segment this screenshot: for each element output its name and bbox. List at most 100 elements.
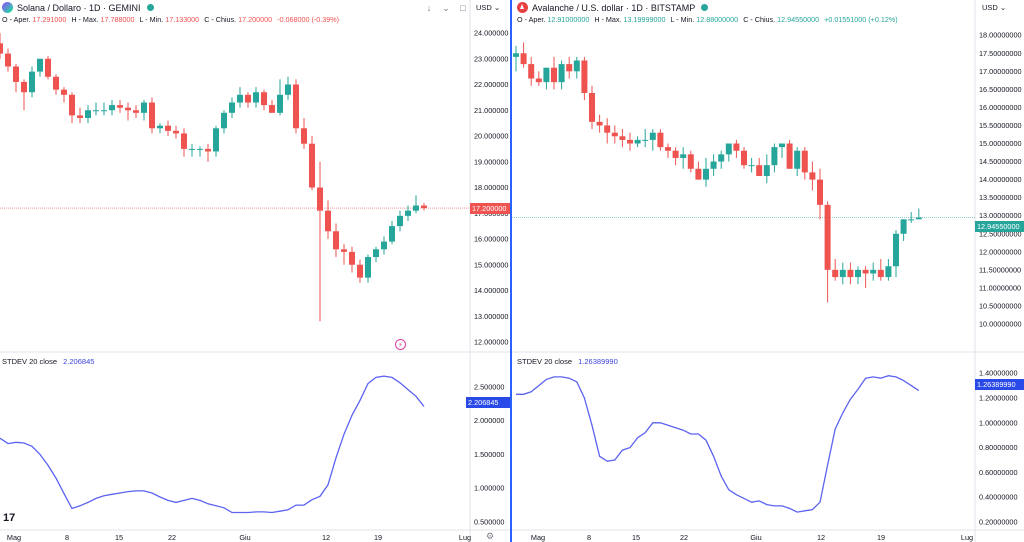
time-axis-tick: Giu [750,533,761,542]
price-axis-tick: 12.000000 [474,338,509,347]
candle-body [133,110,139,113]
high-label: H - Max. [71,15,99,24]
candle-body [619,136,626,140]
price-axis-tick: 12.00000000 [979,247,1022,256]
candle-body [908,219,915,221]
ohlc-values: O - Aper. 17.291000 H - Max. 17.788000 L… [2,15,339,24]
price-axis-tick: 17.50000000 [979,49,1022,58]
time-axis-tick: Lug [961,533,973,542]
price-axis-tick: 13.000000 [474,312,509,321]
candle-body [29,71,35,93]
candle-body [285,84,291,95]
low-value: 17.133000 [165,15,200,24]
last-price-tag: 12.94550000 [975,221,1024,232]
price-axis-tick: 13.50000000 [979,193,1022,202]
symbol-header: Solana / Dollaro · 1D · GEMINI [2,2,154,13]
candle-body [839,269,846,278]
price-axis-tick: 16.000000 [474,235,509,244]
candle-body [642,139,649,141]
candle-body [45,58,51,77]
chevron-down-icon: ⌄ [999,3,1007,12]
indicator-axis-tick: 1.00000000 [979,418,1018,427]
indicator-axis-tick: 0.60000000 [979,468,1018,477]
candle-body [870,269,877,274]
price-axis-tick: 21.000000 [474,106,509,115]
candle-body [680,154,687,158]
maximize-icon[interactable]: □ [460,3,466,13]
symbol-title[interactable]: Avalanche / U.S. dollar · 1D · BITSTAMP [532,2,696,13]
price-axis-tick: 16.50000000 [979,85,1022,94]
chart-panel-solana[interactable]: 24.000000 23.000000 22.000000 21.000000 20.0… [0,0,510,542]
candle-body [37,58,43,72]
candle-body [763,165,770,176]
candle-body [293,84,299,129]
price-axis-tick: 17.00000000 [979,67,1022,76]
candle-body [733,143,740,151]
candle-body [725,143,732,155]
indicator-axis-tick: 0.40000000 [979,493,1018,502]
candle-body [604,125,611,133]
time-axis-tick: Lug [459,533,471,542]
indicator-label: STDEV 20 close [517,357,573,366]
price-axis-tick: 19.000000 [474,157,509,166]
chart-canvas-avalanche[interactable]: 18.00000000 17.50000000 17.00000000 16.5000… [512,0,1024,542]
time-axis-tick: 15 [632,533,640,542]
close-label: C - Chius. [743,15,776,24]
candle-body [77,115,83,118]
candle-body [649,132,656,140]
candle-body [109,105,115,111]
candle-body [325,210,331,232]
candle-body [589,92,595,122]
candle-body [197,148,203,150]
candle-body [117,105,123,108]
close-label: C - Chius. [204,15,237,24]
chevron-down-icon[interactable]: ⌄ [442,2,450,13]
candle-body [756,165,763,176]
tradingview-logo[interactable]: 17 [3,512,16,524]
candle-body [373,249,379,258]
stdev-line [0,375,425,514]
market-status-dot-icon [701,4,709,11]
high-value: 17.788000 [100,15,135,24]
indicator-value-tag: 2.206845 [466,397,510,408]
candle-body [695,168,702,180]
time-axis-tick: 22 [168,533,176,542]
price-axis-tick: 15.50000000 [979,121,1022,130]
time-axis-tick: Mag [7,533,21,542]
symbol-title[interactable]: Solana / Dollaro · 1D · GEMINI [17,2,141,13]
candle-body [181,133,187,149]
price-axis-tick: 15.00000000 [979,139,1022,148]
chart-panel-avalanche[interactable]: 18.00000000 17.50000000 17.00000000 16.5000… [510,0,1024,542]
time-axis-tick: 19 [877,533,885,542]
price-axis-tick: 18.00000000 [979,31,1022,40]
indicator-legend[interactable]: STDEV 20 close 1.26389990 [517,357,618,366]
price-axis-tick: 13.00000000 [979,211,1022,220]
candle-body [277,94,283,113]
gear-icon[interactable]: ⚙ [486,531,495,541]
price-axis-tick: 16.00000000 [979,103,1022,112]
candle-body [357,264,363,278]
time-axis-tick: 8 [65,533,69,542]
change-value: +0.01551000 (+0.12%) [824,15,898,24]
time-axis-tick: 22 [680,533,688,542]
candle-body [221,112,227,129]
high-label: H - Max. [594,15,622,24]
chevron-down-icon[interactable]: ↓ [426,3,432,13]
change-value: -0.068000 (-0.39%) [277,15,340,24]
candle-body [824,204,831,270]
candle-body [862,269,869,274]
time-axis-tick: 15 [115,533,123,542]
price-axis-tick: 20.000000 [474,132,509,141]
candle-body [627,139,633,144]
chart-canvas-solana[interactable]: 24.000000 23.000000 22.000000 21.000000 20.0… [0,0,510,542]
currency-selector[interactable]: USD ⌄ [476,3,500,12]
candle-body [877,269,884,278]
price-axis-tick: 22.000000 [474,80,509,89]
currency-selector[interactable]: USD ⌄ [982,3,1006,12]
indicator-legend[interactable]: STDEV 20 close 2.206845 [2,357,94,366]
candle-body [333,231,339,250]
candle-body [687,154,694,169]
lightning-icon[interactable]: ⚡ [395,339,406,350]
candle-body [301,128,307,144]
